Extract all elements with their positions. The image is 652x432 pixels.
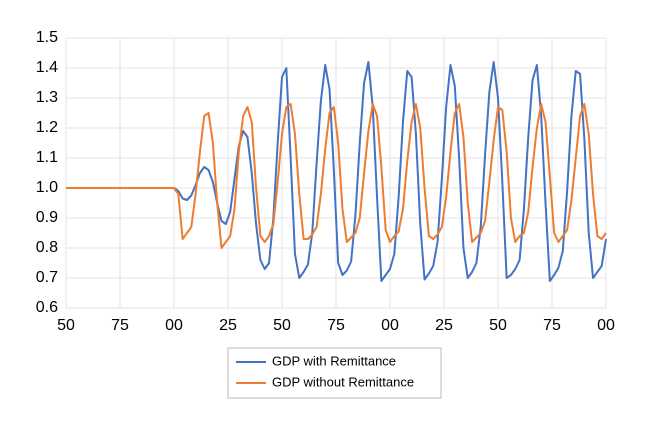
line-series	[66, 61, 607, 282]
x-tick-label: 75	[111, 317, 129, 334]
y-tick-label: 1.5	[36, 29, 58, 46]
legend-label: GDP without Remittance	[272, 374, 414, 389]
y-tick-label: 1.0	[36, 179, 58, 196]
y-tick-label: 0.8	[36, 239, 58, 256]
y-tick-label: 1.4	[36, 59, 58, 76]
x-tick-label: 50	[273, 317, 291, 334]
legend-label: GDP with Remittance	[272, 353, 396, 368]
x-tick-label: 00	[381, 317, 399, 334]
x-tick-label: 00	[597, 317, 615, 334]
x-tick-label: 75	[543, 317, 561, 334]
x-tick-label: 25	[219, 317, 237, 334]
y-tick-label: 1.1	[36, 149, 58, 166]
x-tick-label: 00	[165, 317, 183, 334]
x-tick-label: 75	[327, 317, 345, 334]
y-tick-label: 1.2	[36, 119, 58, 136]
y-tick-label: 0.7	[36, 269, 58, 286]
y-tick-label: 0.6	[36, 299, 58, 316]
x-tick-label: 50	[57, 317, 75, 334]
legend: GDP with Remittance GDP without Remittanc…	[227, 347, 442, 399]
y-tick-label: 1.3	[36, 89, 58, 106]
y-tick-label: 0.9	[36, 209, 58, 226]
x-tick-label: 25	[435, 317, 453, 334]
line-series	[66, 103, 607, 249]
legend-box	[227, 347, 442, 399]
x-tick-label: 50	[489, 317, 507, 334]
